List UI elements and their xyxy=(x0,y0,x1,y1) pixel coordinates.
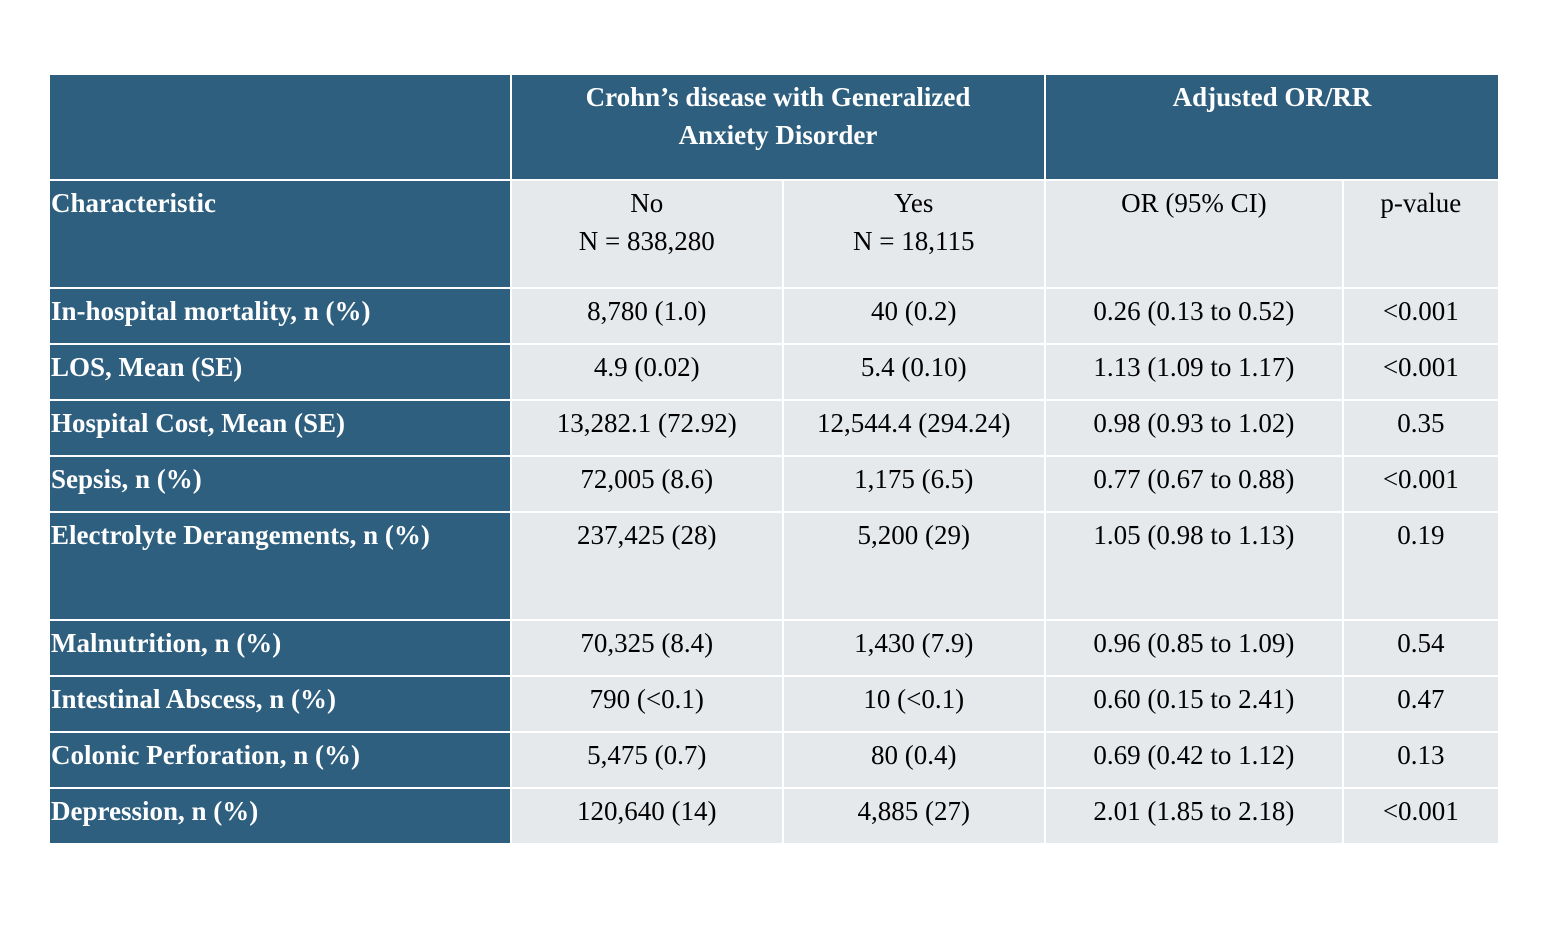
subheader-no-n: N = 838,280 xyxy=(578,226,715,256)
table-row: Sepsis, n (%) 72,005 (8.6) 1,175 (6.5) 0… xyxy=(48,455,1501,513)
row-p-value: <0.001 xyxy=(1341,343,1501,401)
row-yes-value: 5,200 (29) xyxy=(781,511,1047,621)
header-empty-cell xyxy=(48,73,512,181)
row-or-value: 0.98 (0.93 to 1.02) xyxy=(1044,399,1344,457)
header-group1-text: Crohn’s disease with Generalized Anxiety… xyxy=(585,82,971,150)
row-yes-value: 4,885 (27) xyxy=(781,787,1047,845)
row-or-value: 0.60 (0.15 to 2.41) xyxy=(1044,675,1344,733)
row-yes-value: 40 (0.2) xyxy=(781,287,1047,345)
row-p-value: <0.001 xyxy=(1341,787,1501,845)
subheader-no: No N = 838,280 xyxy=(509,179,784,289)
row-or-value: 2.01 (1.85 to 2.18) xyxy=(1044,787,1344,845)
row-no-value: 237,425 (28) xyxy=(509,511,784,621)
row-or-value: 0.26 (0.13 to 0.52) xyxy=(1044,287,1344,345)
row-or-value: 0.96 (0.85 to 1.09) xyxy=(1044,619,1344,677)
header-group-adjusted-or: Adjusted OR/RR xyxy=(1044,73,1500,181)
results-table: Crohn’s disease with Generalized Anxiety… xyxy=(48,73,1501,845)
row-yes-value: 10 (<0.1) xyxy=(781,675,1047,733)
row-p-value: 0.13 xyxy=(1341,731,1501,789)
table-row: LOS, Mean (SE) 4.9 (0.02) 5.4 (0.10) 1.1… xyxy=(48,343,1501,401)
table-row: Intestinal Abscess, n (%) 790 (<0.1) 10 … xyxy=(48,675,1501,733)
table-row: Electrolyte Derangements, n (%) 237,425 … xyxy=(48,511,1501,621)
header-group-crohns-gad: Crohn’s disease with Generalized Anxiety… xyxy=(509,73,1047,181)
row-p-value: <0.001 xyxy=(1341,287,1501,345)
subheader-yes: Yes N = 18,115 xyxy=(781,179,1047,289)
row-yes-value: 1,430 (7.9) xyxy=(781,619,1047,677)
row-characteristic: Hospital Cost, Mean (SE) xyxy=(48,399,512,457)
row-characteristic: Depression, n (%) xyxy=(48,787,512,845)
row-p-value: <0.001 xyxy=(1341,455,1501,513)
table-row: In-hospital mortality, n (%) 8,780 (1.0)… xyxy=(48,287,1501,345)
row-yes-value: 5.4 (0.10) xyxy=(781,343,1047,401)
row-no-value: 13,282.1 (72.92) xyxy=(509,399,784,457)
subheader-yes-label: Yes xyxy=(894,188,934,218)
subheader-characteristic: Characteristic xyxy=(48,179,512,289)
table-subheader-row: Characteristic No N = 838,280 Yes N = 18… xyxy=(48,179,1501,289)
table-row: Depression, n (%) 120,640 (14) 4,885 (27… xyxy=(48,787,1501,845)
row-or-value: 0.69 (0.42 to 1.12) xyxy=(1044,731,1344,789)
row-p-value: 0.19 xyxy=(1341,511,1501,621)
row-yes-value: 80 (0.4) xyxy=(781,731,1047,789)
row-p-value: 0.35 xyxy=(1341,399,1501,457)
subheader-yes-n: N = 18,115 xyxy=(853,226,975,256)
table-header-row: Crohn’s disease with Generalized Anxiety… xyxy=(48,73,1500,181)
row-p-value: 0.47 xyxy=(1341,675,1501,733)
subheader-p-value: p-value xyxy=(1341,179,1501,289)
row-no-value: 70,325 (8.4) xyxy=(509,619,784,677)
row-or-value: 1.05 (0.98 to 1.13) xyxy=(1044,511,1344,621)
row-characteristic: Sepsis, n (%) xyxy=(48,455,512,513)
subheader-no-label: No xyxy=(630,188,664,218)
row-or-value: 1.13 (1.09 to 1.17) xyxy=(1044,343,1344,401)
row-no-value: 8,780 (1.0) xyxy=(509,287,784,345)
row-characteristic: Malnutrition, n (%) xyxy=(48,619,512,677)
table-row: Malnutrition, n (%) 70,325 (8.4) 1,430 (… xyxy=(48,619,1501,677)
row-characteristic: Electrolyte Derangements, n (%) xyxy=(48,511,512,621)
row-p-value: 0.54 xyxy=(1341,619,1501,677)
table-row: Hospital Cost, Mean (SE) 13,282.1 (72.92… xyxy=(48,399,1501,457)
subheader-or: OR (95% CI) xyxy=(1044,179,1344,289)
row-characteristic: Colonic Perforation, n (%) xyxy=(48,731,512,789)
row-no-value: 790 (<0.1) xyxy=(509,675,784,733)
row-or-value: 0.77 (0.67 to 0.88) xyxy=(1044,455,1344,513)
row-characteristic: LOS, Mean (SE) xyxy=(48,343,512,401)
row-no-value: 4.9 (0.02) xyxy=(509,343,784,401)
row-characteristic: In-hospital mortality, n (%) xyxy=(48,287,512,345)
row-no-value: 5,475 (0.7) xyxy=(509,731,784,789)
row-yes-value: 12,544.4 (294.24) xyxy=(781,399,1047,457)
row-no-value: 120,640 (14) xyxy=(509,787,784,845)
row-no-value: 72,005 (8.6) xyxy=(509,455,784,513)
row-characteristic: Intestinal Abscess, n (%) xyxy=(48,675,512,733)
table-row: Colonic Perforation, n (%) 5,475 (0.7) 8… xyxy=(48,731,1501,789)
row-yes-value: 1,175 (6.5) xyxy=(781,455,1047,513)
